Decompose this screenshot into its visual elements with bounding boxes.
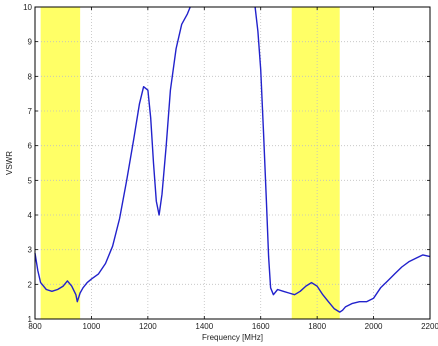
y-tick-label: 1 [28,315,33,324]
y-tick-label: 6 [28,142,33,151]
x-tick-label: 1000 [83,322,101,331]
highlight-bands [40,7,340,319]
series-lines [34,6,431,313]
y-tick-label: 10 [23,3,32,12]
vswr-line-segment-2 [254,6,431,313]
highlight-band-1 [40,7,81,319]
x-tick-label: 2000 [365,322,383,331]
grid-lines [35,7,430,319]
vswr-line-segment-1 [34,6,191,303]
x-tick-label: 1400 [195,322,213,331]
x-axis-label: Frequency [MHz] [202,333,263,342]
y-tick-label: 4 [28,211,33,220]
y-tick-label: 2 [28,280,33,289]
y-tick-label: 7 [28,107,33,116]
plot-frame [34,6,431,320]
highlight-band-2 [291,7,340,319]
axis-ticks: 800 1000 1200 1400 1600 1800 2000 2200 1 2 3 4 5 6 7 8 9… [23,3,438,331]
x-tick-label: 1800 [308,322,326,331]
y-axis-label: VSWR [5,151,14,175]
y-tick-label: 5 [28,176,33,185]
x-tick-label: 800 [28,322,42,331]
y-tick-label: 9 [28,38,33,47]
x-tick-label: 2200 [421,322,438,331]
y-tick-label: 8 [28,72,33,81]
y-tick-label: 3 [28,246,33,255]
x-tick-label: 1600 [252,322,270,331]
x-tick-label: 1200 [139,322,157,331]
